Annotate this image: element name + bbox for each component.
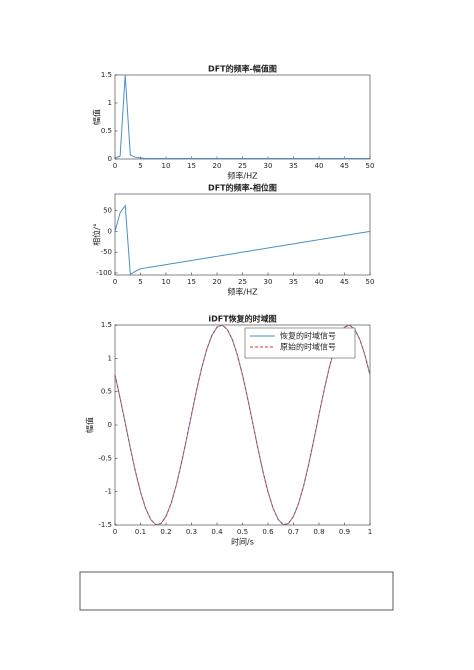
- chart-title: iDFT恢复的时域图: [208, 314, 276, 324]
- series-line: [114, 74, 370, 159]
- chart-title: DFT的频率-幅值图: [208, 64, 277, 74]
- legend-box: [244, 327, 356, 359]
- x-tick-label: 0.5: [237, 528, 248, 536]
- series-line: [114, 324, 371, 526]
- x-tick-label: 25: [238, 162, 247, 170]
- x-tick-label: 1: [368, 528, 372, 536]
- x-tick-label: 0: [113, 528, 117, 536]
- y-tick-label: 0.5: [101, 388, 112, 396]
- y-tick-label: 50: [103, 207, 112, 215]
- x-tick-label: 0.8: [313, 528, 324, 536]
- x-tick-label: 35: [289, 278, 298, 286]
- x-tick-label: 0: [113, 162, 117, 170]
- x-tick-label: 5: [138, 278, 142, 286]
- y-axis-label: 幅值: [85, 417, 95, 433]
- y-axis-label: 相位/°: [92, 223, 102, 246]
- x-tick-label: 10: [162, 278, 171, 286]
- x-tick-label: 5: [138, 162, 142, 170]
- x-axis-label: 频率/HZ: [227, 171, 258, 181]
- plot-area: [114, 324, 371, 526]
- x-tick-label: 0.1: [135, 528, 146, 536]
- x-tick-label: 50: [366, 278, 375, 286]
- y-tick-label: 1: [108, 99, 112, 107]
- y-tick-label: 0: [108, 421, 112, 429]
- x-tick-label: 0.3: [186, 528, 197, 536]
- y-tick-label: 0: [108, 155, 112, 163]
- x-tick-label: 30: [264, 278, 273, 286]
- y-tick-label: -50: [101, 248, 112, 256]
- y-tick-label: 1.5: [101, 71, 112, 79]
- x-tick-label: 0.2: [160, 528, 171, 536]
- x-tick-label: 40: [315, 162, 324, 170]
- x-tick-label: 20: [213, 278, 222, 286]
- x-tick-label: 0.7: [288, 528, 299, 536]
- x-tick-label: 50: [366, 162, 375, 170]
- x-tick-label: 0.9: [339, 528, 350, 536]
- y-tick-label: -1: [105, 488, 112, 496]
- x-tick-label: 10: [162, 162, 171, 170]
- plot-area: [114, 74, 371, 160]
- chart-title: DFT的频率-相位图: [208, 183, 277, 193]
- y-tick-label: -100: [96, 269, 112, 277]
- x-tick-label: 45: [340, 278, 349, 286]
- x-axis-label: 时间/s: [231, 537, 254, 547]
- x-tick-label: 0: [113, 278, 117, 286]
- y-tick-label: 0.5: [101, 127, 112, 135]
- plot-area: [114, 193, 371, 276]
- y-tick-label: 1.5: [101, 321, 112, 329]
- y-tick-label: -1.5: [98, 521, 112, 529]
- x-tick-label: 40: [315, 278, 324, 286]
- x-axis-label: 频率/HZ: [227, 287, 258, 297]
- y-tick-label: -0.5: [98, 454, 112, 462]
- x-tick-label: 25: [238, 278, 247, 286]
- legend-label: 原始的时域信号: [280, 342, 336, 352]
- x-tick-label: 30: [264, 162, 273, 170]
- x-tick-label: 35: [289, 162, 298, 170]
- x-tick-label: 0.4: [211, 528, 223, 536]
- y-tick-label: 1: [108, 354, 112, 362]
- empty-box: [79, 571, 394, 611]
- y-tick-label: 0: [108, 227, 112, 235]
- y-axis-label: 幅值: [92, 109, 102, 125]
- x-tick-label: 20: [213, 162, 222, 170]
- x-tick-label: 0.6: [262, 528, 274, 536]
- legend-label: 恢复的时域信号: [280, 331, 336, 341]
- series-line: [114, 204, 371, 275]
- x-tick-label: 15: [187, 162, 196, 170]
- x-tick-label: 15: [187, 278, 196, 286]
- x-tick-label: 45: [340, 162, 349, 170]
